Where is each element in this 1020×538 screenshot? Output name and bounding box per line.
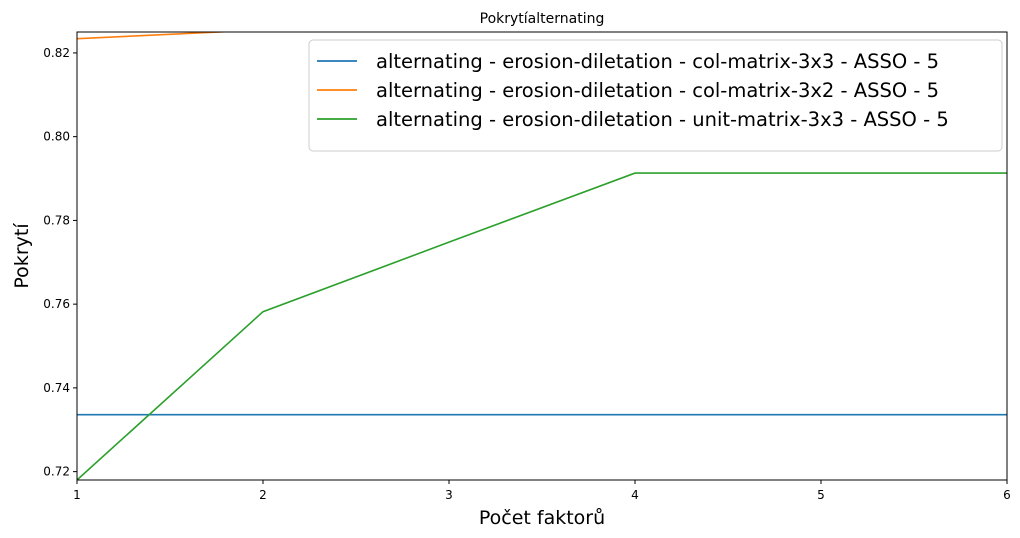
legend-label: alternating - erosion-diletation - unit-… — [376, 108, 949, 131]
x-axis-title: Počet faktorů — [479, 507, 605, 529]
legend-label: alternating - erosion-diletation - col-m… — [376, 50, 939, 73]
legend-label: alternating - erosion-diletation - col-m… — [376, 79, 939, 102]
x-tick-label: 5 — [817, 488, 825, 502]
x-tick-label: 1 — [73, 488, 81, 502]
legend-box — [308, 39, 1003, 152]
series-line-3 — [77, 172, 1007, 480]
y-tick-label: 0.76 — [43, 297, 70, 311]
series-layer — [77, 32, 1007, 480]
y-axis: 0.72 0.74 0.76 0.78 0.80 0.82 — [43, 46, 77, 479]
x-axis: 1 2 3 4 5 6 — [73, 480, 1011, 502]
y-tick-label: 0.78 — [43, 213, 70, 227]
plot-frame — [76, 31, 1008, 481]
x-tick-label: 4 — [631, 488, 639, 502]
x-tick-label: 2 — [259, 488, 267, 502]
legend: alternating - erosion-diletation - col-m… — [308, 39, 1003, 152]
x-tick-label: 6 — [1003, 488, 1011, 502]
x-tick-label: 3 — [445, 488, 453, 502]
y-tick-label: 0.74 — [43, 381, 70, 395]
y-tick-label: 0.82 — [43, 46, 70, 60]
y-tick-label: 0.72 — [43, 465, 70, 479]
y-tick-label: 0.80 — [43, 130, 70, 144]
chart-title: Pokrytíalternating — [480, 11, 605, 27]
y-axis-title: Pokrytí — [11, 223, 33, 289]
